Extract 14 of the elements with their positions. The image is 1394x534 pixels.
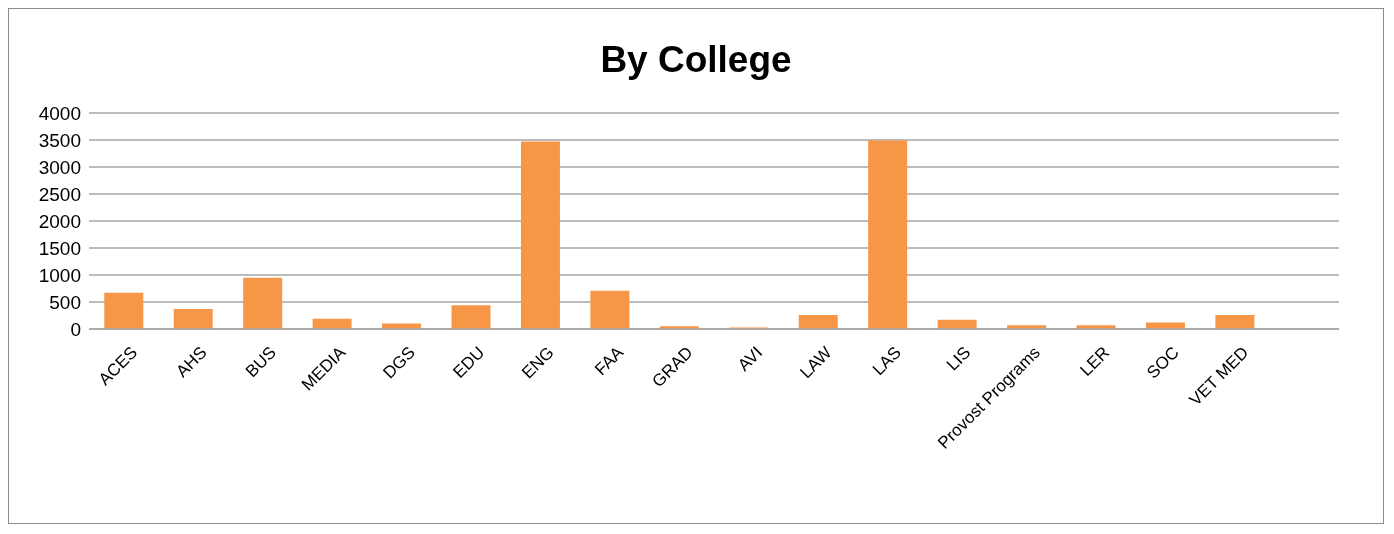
y-tick-label: 2000 [38, 210, 81, 232]
y-tick-label: 1000 [38, 264, 81, 286]
y-tick-label: 3000 [38, 156, 81, 178]
chart-title: By College [599, 39, 793, 82]
y-tick-label: 3500 [38, 129, 81, 151]
y-tick-label: 4000 [38, 102, 81, 124]
x-tick-label: LIS [942, 342, 975, 375]
y-tick-label: 1500 [38, 237, 81, 259]
y-tick-label: 500 [49, 291, 81, 313]
y-tick-label: 0 [70, 318, 81, 340]
y-tick-label: 2500 [38, 183, 81, 205]
x-tick-label: AVI [734, 342, 767, 375]
x-tick-label: LAS [868, 342, 905, 380]
x-tick-label: FAA [591, 342, 628, 380]
